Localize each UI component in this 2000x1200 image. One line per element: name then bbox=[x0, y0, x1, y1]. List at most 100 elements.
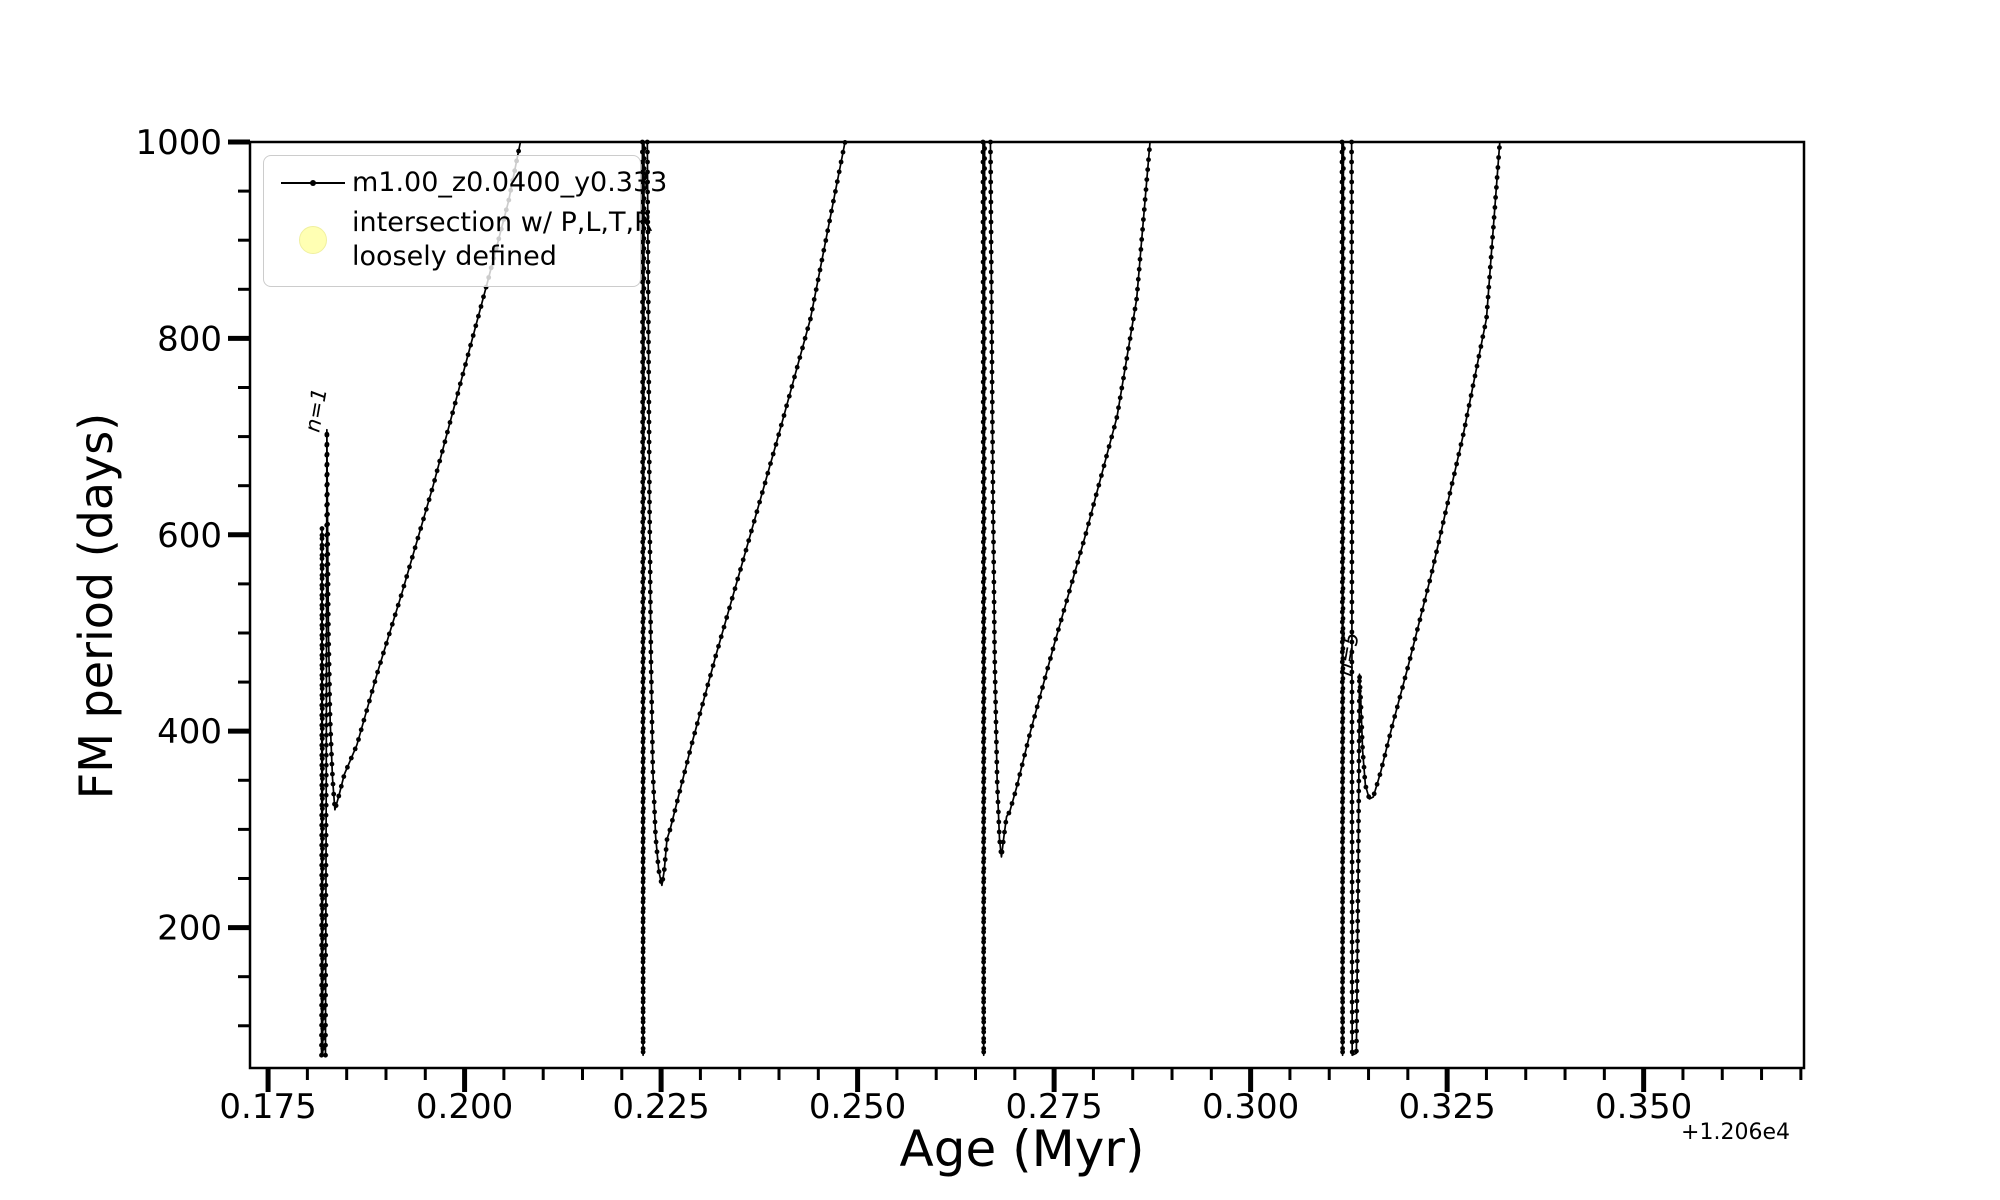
series-point-marker bbox=[1412, 636, 1418, 642]
series-point-marker bbox=[988, 179, 994, 185]
series-point-marker bbox=[319, 532, 325, 538]
series-point-marker bbox=[323, 902, 329, 908]
series-point-marker bbox=[1340, 1016, 1345, 1021]
series-point-marker bbox=[981, 949, 986, 955]
series-point-marker bbox=[478, 304, 484, 309]
series-point-marker bbox=[1340, 196, 1346, 201]
series-point-marker bbox=[640, 1009, 646, 1015]
series-point-marker bbox=[640, 859, 646, 865]
series-point-marker bbox=[1340, 956, 1346, 961]
series-point-marker bbox=[724, 615, 730, 620]
series-point-marker bbox=[981, 456, 987, 461]
series-point-marker bbox=[1135, 286, 1140, 292]
series-point-marker bbox=[1140, 227, 1145, 232]
series-point-marker bbox=[1340, 236, 1346, 241]
series-point-marker bbox=[1340, 726, 1346, 731]
series-point-marker bbox=[1340, 396, 1346, 401]
series-point-marker bbox=[1340, 786, 1346, 791]
series-point-marker bbox=[1111, 424, 1117, 430]
series-point-marker bbox=[989, 389, 995, 395]
series-point-marker bbox=[437, 458, 443, 464]
series-point-marker bbox=[981, 626, 987, 631]
series-point-marker bbox=[324, 471, 330, 477]
series-point-marker bbox=[1024, 743, 1030, 748]
series-point-marker bbox=[1121, 375, 1126, 381]
series-point-marker bbox=[319, 696, 325, 701]
series-point-marker bbox=[325, 541, 331, 547]
series-point-marker bbox=[641, 496, 647, 501]
series-point-marker bbox=[813, 287, 819, 292]
series-point-marker bbox=[401, 583, 407, 589]
series-point-marker bbox=[1468, 393, 1474, 398]
series-point-marker bbox=[982, 186, 987, 191]
series-point-marker bbox=[641, 306, 647, 311]
series-point-marker bbox=[319, 582, 325, 588]
series-point-marker bbox=[319, 686, 325, 691]
series-point-marker bbox=[647, 589, 653, 595]
series-point-marker bbox=[692, 730, 698, 736]
legend-label-series: m1.00_z0.0400_y0.333 bbox=[352, 167, 668, 198]
series-point-marker bbox=[1340, 906, 1346, 911]
series-point-marker bbox=[323, 982, 329, 988]
series-point-marker bbox=[650, 759, 656, 765]
series-point-marker bbox=[994, 739, 999, 745]
series-point-marker bbox=[1340, 306, 1346, 311]
series-point-marker bbox=[1349, 779, 1355, 785]
series-point-marker bbox=[989, 299, 994, 305]
series-point-marker bbox=[336, 793, 342, 799]
series-point-marker bbox=[1427, 578, 1433, 584]
series-point-marker bbox=[829, 208, 834, 214]
series-point-marker bbox=[640, 926, 646, 931]
series-point-marker bbox=[993, 709, 999, 715]
series-point-marker bbox=[988, 219, 994, 225]
series-point-marker bbox=[1340, 709, 1345, 715]
series-point-marker bbox=[982, 276, 987, 281]
series-point-marker bbox=[320, 846, 325, 851]
series-point-marker bbox=[641, 576, 646, 581]
series-point-marker bbox=[647, 499, 652, 505]
series-point-marker bbox=[1002, 829, 1007, 835]
series-point-marker bbox=[1355, 848, 1361, 854]
series-point-marker bbox=[716, 643, 721, 649]
series-point-marker bbox=[989, 379, 995, 385]
series-point-marker bbox=[1382, 752, 1388, 758]
series-point-marker bbox=[641, 726, 646, 731]
series-point-marker bbox=[981, 426, 987, 431]
series-point-marker bbox=[319, 726, 325, 731]
series-point-marker bbox=[641, 376, 647, 381]
series-point-marker bbox=[981, 796, 987, 801]
series-point-marker bbox=[641, 636, 646, 641]
series-point-marker bbox=[1355, 938, 1360, 944]
series-point-marker bbox=[1340, 356, 1346, 361]
series-point-marker bbox=[323, 772, 329, 778]
series-point-marker bbox=[727, 605, 732, 611]
series-point-marker bbox=[989, 409, 995, 415]
series-point-marker bbox=[1050, 646, 1056, 652]
series-point-marker bbox=[1349, 579, 1355, 585]
series-point-marker bbox=[1493, 195, 1498, 200]
series-point-marker bbox=[700, 701, 705, 707]
series-point-marker bbox=[1340, 416, 1346, 421]
series-point-marker bbox=[981, 1046, 987, 1051]
series-point-marker bbox=[1340, 616, 1346, 621]
series-point-marker bbox=[1349, 1029, 1355, 1035]
series-point-marker bbox=[981, 749, 986, 755]
series-point-marker bbox=[981, 726, 987, 731]
series-point-marker bbox=[320, 906, 325, 911]
series-point-marker bbox=[641, 286, 647, 291]
series-point-marker bbox=[792, 374, 797, 380]
y-tick-label: 800 bbox=[157, 319, 222, 359]
series-point-marker bbox=[981, 996, 987, 1001]
series-point-marker bbox=[323, 722, 329, 728]
series-point-marker bbox=[981, 816, 987, 821]
series-point-marker bbox=[982, 266, 987, 271]
series-point-marker bbox=[640, 816, 646, 821]
series-point-marker bbox=[640, 906, 646, 911]
series-point-marker bbox=[982, 396, 987, 401]
series-point-marker bbox=[994, 779, 1000, 785]
series-point-marker bbox=[1340, 496, 1346, 501]
series-point-marker bbox=[982, 326, 987, 331]
series-point-marker bbox=[981, 636, 987, 641]
series-point-marker bbox=[1429, 568, 1435, 574]
series-point-marker bbox=[327, 681, 332, 687]
